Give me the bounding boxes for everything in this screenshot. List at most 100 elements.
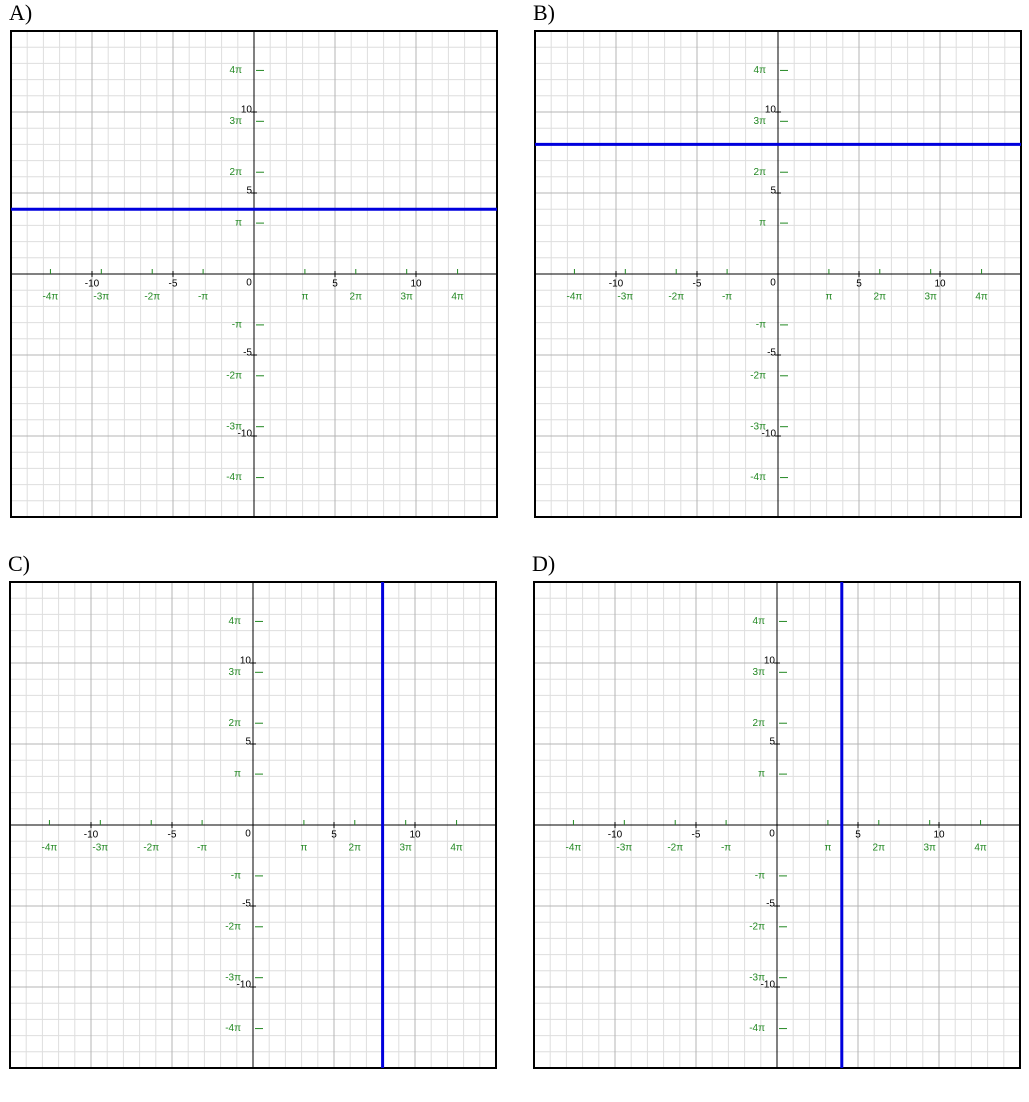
x-pi-label: 3π (923, 843, 936, 854)
y-pi-label: -π (755, 871, 765, 882)
x-pi-label: -3π (92, 843, 108, 854)
x-pi-label: -π (722, 292, 732, 303)
x-pi-label: 3π (924, 292, 937, 303)
x-pi-label: 4π (451, 292, 464, 303)
y-pi-label: 3π (230, 116, 243, 127)
graph-panel: B) -10 -5 5 10 -10 -5 5 10 0 -4π -3π -2π -π π 2π 3π 4π -4π… (533, 0, 1022, 518)
origin-label: 0 (246, 278, 252, 289)
y-tick-label: 5 (246, 186, 252, 197)
x-pi-label: -3π (93, 292, 109, 303)
x-pi-label: 2π (873, 843, 886, 854)
x-tick-label: -10 (85, 279, 100, 290)
x-pi-label: 4π (450, 843, 463, 854)
y-pi-label: -π (756, 320, 766, 331)
x-tick-label: 5 (855, 830, 861, 841)
x-tick-label: 5 (332, 279, 338, 290)
x-pi-label: 3π (399, 843, 412, 854)
graph-panel: A) -10 -5 5 10 -10 -5 5 10 0 -4π -3π -2π -π π 2π 3π 4π -4π… (9, 0, 498, 518)
y-tick-label: -10 (761, 980, 776, 991)
graph-panel: C) -10 -5 5 10 -10 -5 5 10 0 -4π -3π -2π -π π 2π 3π 4π -4π… (8, 551, 497, 1069)
y-tick-label: 10 (241, 105, 253, 116)
y-pi-label: -3π (225, 972, 241, 983)
panel-title: A) (9, 0, 32, 25)
plot-frame (533, 581, 1021, 1069)
y-pi-label: 2π (753, 718, 766, 729)
panel-title: D) (532, 551, 555, 576)
x-pi-label: -4π (43, 292, 59, 303)
y-pi-label: -2π (750, 370, 766, 381)
graph-panel: D) -10 -5 5 10 -10 -5 5 10 0 -4π -3π -2π -π π 2π 3π 4π -4π… (532, 551, 1021, 1069)
y-tick-label: 5 (769, 737, 775, 748)
x-pi-label: -π (721, 843, 731, 854)
x-tick-label: 10 (933, 830, 945, 841)
y-pi-label: -4π (226, 472, 242, 483)
x-tick-label: -5 (693, 279, 702, 290)
y-tick-label: 10 (240, 656, 252, 667)
y-pi-label: -π (232, 320, 242, 331)
y-pi-label: 4π (229, 616, 242, 627)
x-pi-label: -π (198, 292, 208, 303)
x-tick-label: -10 (608, 830, 623, 841)
plot-frame (10, 30, 498, 518)
y-pi-label: -3π (226, 421, 242, 432)
y-pi-label: 2π (230, 167, 243, 178)
y-pi-label: π (758, 769, 765, 780)
x-pi-label: -2π (143, 843, 159, 854)
x-pi-label: -4π (567, 292, 583, 303)
x-pi-label: π (824, 843, 831, 854)
y-pi-label: π (759, 218, 766, 229)
x-pi-label: -2π (667, 843, 683, 854)
y-pi-label: -2π (226, 370, 242, 381)
y-tick-label: -5 (243, 348, 252, 359)
y-tick-label: -5 (767, 348, 776, 359)
y-tick-label: 10 (765, 105, 777, 116)
x-pi-label: π (301, 292, 308, 303)
y-tick-label: -5 (242, 899, 251, 910)
x-pi-label: 2π (349, 843, 362, 854)
y-tick-label: -5 (766, 899, 775, 910)
y-pi-label: -π (231, 871, 241, 882)
y-tick-label: -10 (762, 429, 777, 440)
x-pi-label: -4π (566, 843, 582, 854)
y-pi-label: -3π (750, 421, 766, 432)
x-pi-label: π (300, 843, 307, 854)
x-pi-label: 4π (975, 292, 988, 303)
x-tick-label: 5 (856, 279, 862, 290)
y-pi-label: 2π (229, 718, 242, 729)
x-tick-label: 5 (331, 830, 337, 841)
panel-title: C) (8, 551, 30, 576)
x-tick-label: 10 (934, 279, 946, 290)
y-pi-label: -4π (750, 472, 766, 483)
y-tick-label: 5 (245, 737, 251, 748)
y-pi-label: -2π (749, 921, 765, 932)
y-pi-label: -2π (225, 921, 241, 932)
y-pi-label: 4π (230, 65, 243, 76)
origin-label: 0 (245, 829, 251, 840)
y-pi-label: -4π (225, 1023, 241, 1034)
y-pi-label: -3π (749, 972, 765, 983)
y-pi-label: π (235, 218, 242, 229)
x-pi-label: -3π (617, 292, 633, 303)
x-tick-label: 10 (410, 279, 422, 290)
origin-label: 0 (770, 278, 776, 289)
y-tick-label: 10 (764, 656, 776, 667)
panel-title: B) (533, 0, 555, 25)
y-pi-label: 3π (229, 667, 242, 678)
y-tick-label: -10 (237, 980, 252, 991)
y-pi-label: π (234, 769, 241, 780)
x-pi-label: -π (197, 843, 207, 854)
x-pi-label: 2π (874, 292, 887, 303)
y-pi-label: 4π (753, 616, 766, 627)
x-tick-label: 10 (409, 830, 421, 841)
x-pi-label: 4π (974, 843, 987, 854)
x-tick-label: -5 (169, 279, 178, 290)
x-pi-label: 3π (400, 292, 413, 303)
y-pi-label: 3π (753, 667, 766, 678)
x-pi-label: 2π (350, 292, 363, 303)
x-tick-label: -10 (609, 279, 624, 290)
y-pi-label: 3π (754, 116, 767, 127)
x-tick-label: -10 (84, 830, 99, 841)
y-tick-label: -10 (238, 429, 253, 440)
x-pi-label: π (825, 292, 832, 303)
